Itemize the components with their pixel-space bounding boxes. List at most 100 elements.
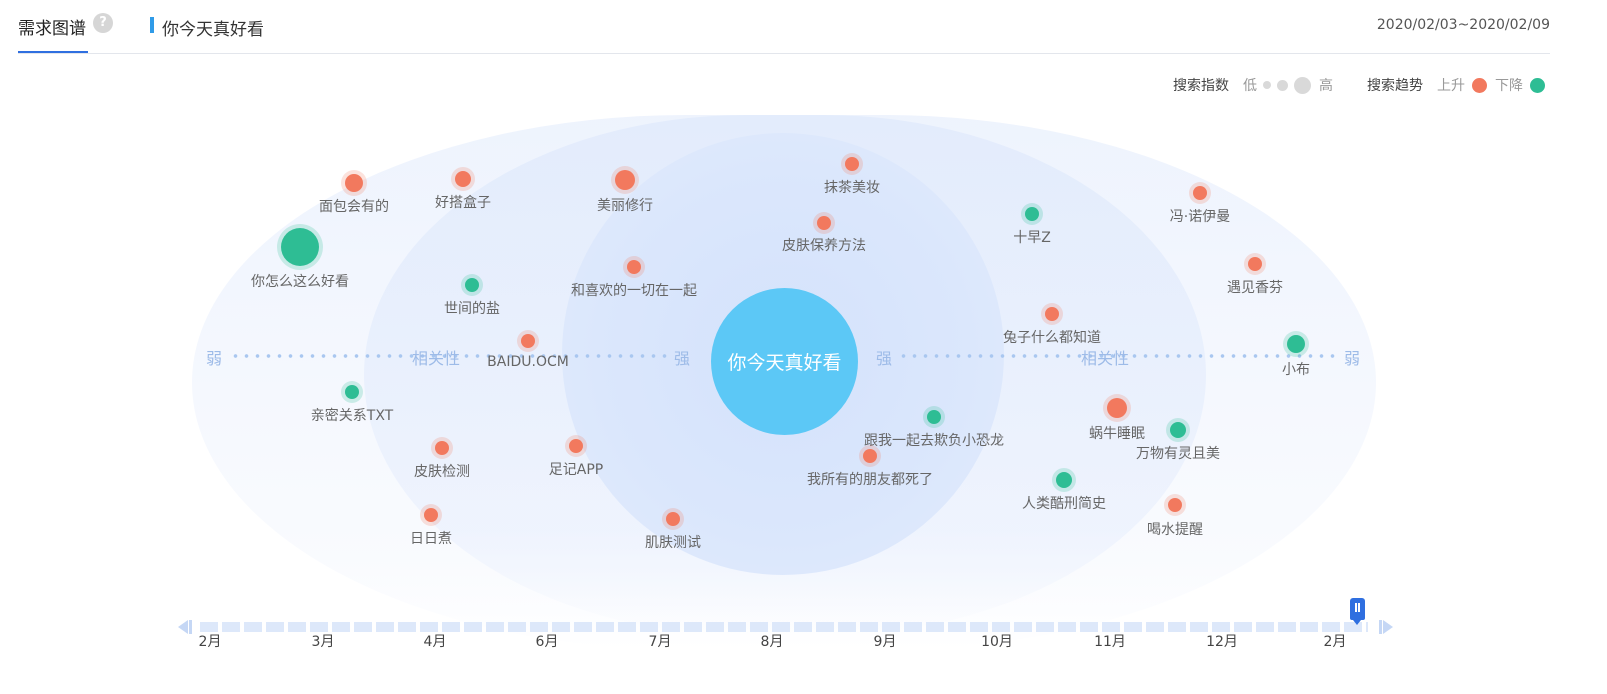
timeline-month-label: 3月: [311, 634, 335, 650]
node-label[interactable]: 冯·诺伊曼: [1169, 209, 1231, 225]
node-dot-falling[interactable]: [1287, 335, 1305, 353]
node-dot-rising[interactable]: [455, 171, 471, 187]
keyword-title: 你今天真好看: [162, 20, 264, 40]
node-dot-falling[interactable]: [1025, 207, 1039, 221]
axis-relevance-right: 相关性: [1081, 349, 1130, 368]
node-label[interactable]: 日日煮: [410, 531, 452, 547]
node-dot-rising[interactable]: [521, 334, 535, 348]
tab-demand-map[interactable]: 需求图谱: [18, 19, 86, 39]
legend-low-label: 低: [1243, 78, 1257, 94]
node-dot-rising[interactable]: [1248, 257, 1262, 271]
node-label[interactable]: 蜗牛睡眠: [1089, 426, 1145, 442]
axis-relevance-left: 相关性: [412, 349, 461, 368]
node-label[interactable]: 美丽修行: [597, 198, 653, 214]
node-label[interactable]: 我所有的朋友都死了: [807, 472, 933, 488]
node-dot-rising[interactable]: [863, 449, 877, 463]
legend-down-label: 下降: [1495, 78, 1523, 94]
node-label[interactable]: 人类酷刑简史: [1022, 496, 1106, 512]
node-label[interactable]: 面包会有的: [319, 199, 389, 215]
node-dot-rising[interactable]: [424, 508, 438, 522]
timeline-month-label: 10月: [981, 634, 1013, 650]
node-label[interactable]: 抹茶美妆: [824, 180, 880, 196]
timeline-month-label: 8月: [760, 634, 784, 650]
node-label[interactable]: 遇见香芬: [1227, 280, 1283, 296]
node-dot-rising[interactable]: [1168, 498, 1182, 512]
node-label[interactable]: 亲密关系TXT: [310, 408, 394, 424]
timeline-month-label: 6月: [535, 634, 559, 650]
timeline-month-label: 2月: [198, 634, 222, 650]
node-label[interactable]: 和喜欢的一切在一起: [571, 283, 697, 299]
node-dot-rising[interactable]: [1045, 307, 1059, 321]
axis-weak-left: 弱: [206, 349, 223, 368]
timeline-next-arrow-icon[interactable]: [1383, 620, 1393, 634]
axis-strong-left: 强: [674, 349, 691, 368]
timeline-month-label: 11月: [1094, 634, 1126, 650]
node-label[interactable]: 肌肤测试: [645, 535, 701, 551]
trend-down-icon: [1530, 77, 1545, 93]
active-tab-indicator: [18, 51, 88, 54]
node-dot-rising[interactable]: [1193, 186, 1207, 200]
timeline-month-label: 2月: [1323, 634, 1347, 650]
handle-grip-icon: [1355, 603, 1357, 612]
node-dot-falling[interactable]: [345, 385, 359, 399]
timeline-month-label: 7月: [648, 634, 672, 650]
node-label[interactable]: 皮肤检测: [414, 464, 470, 480]
node-dot-falling[interactable]: [1170, 422, 1186, 438]
node-dot-rising[interactable]: [435, 441, 449, 455]
handle-grip-icon: [1358, 603, 1360, 612]
node-dot-rising[interactable]: [345, 174, 363, 192]
timeline-left-bar: [189, 620, 192, 634]
timeline-handle[interactable]: [1350, 598, 1365, 625]
size-medium-icon: [1277, 79, 1288, 91]
node-label[interactable]: 皮肤保养方法: [782, 238, 866, 254]
header-bar: 需求图谱 ? 你今天真好看 2020/02/03~2020/02/09: [0, 0, 1607, 56]
legend-search-trend: 搜索趋势 上升 下降: [1367, 74, 1545, 96]
node-dot-rising[interactable]: [817, 216, 831, 230]
relevance-axis-left: [230, 354, 670, 358]
legend-index-label: 搜索指数: [1173, 78, 1229, 94]
trend-up-icon: [1472, 77, 1487, 93]
node-dot-rising[interactable]: [627, 260, 641, 274]
size-large-icon: [1294, 76, 1311, 94]
header-divider: [18, 53, 1550, 54]
node-label[interactable]: 你怎么这么好看: [251, 274, 349, 290]
node-dot-falling[interactable]: [1056, 472, 1072, 488]
node-label[interactable]: 万物有灵且美: [1136, 446, 1220, 462]
center-keyword-label: 你今天真好看: [727, 352, 842, 374]
node-label[interactable]: 兔子什么都知道: [1003, 330, 1101, 346]
node-dot-falling[interactable]: [281, 228, 319, 266]
legend-search-index: 搜索指数 低 高: [1173, 74, 1333, 96]
timeline-prev-arrow-icon[interactable]: [178, 620, 188, 634]
node-dot-rising[interactable]: [615, 170, 635, 190]
timeline-track[interactable]: [200, 622, 1368, 632]
node-dot-falling[interactable]: [927, 410, 941, 424]
node-label[interactable]: 足记APP: [548, 462, 604, 478]
node-label[interactable]: 好搭盒子: [435, 195, 491, 211]
node-label[interactable]: 十早Z: [1013, 230, 1051, 246]
size-small-icon: [1263, 81, 1271, 89]
help-icon[interactable]: ?: [93, 13, 113, 33]
node-label[interactable]: 小布: [1282, 362, 1310, 378]
timeline-month-label: 4月: [423, 634, 447, 650]
node-dot-rising[interactable]: [1107, 398, 1127, 418]
node-dot-falling[interactable]: [465, 278, 479, 292]
axis-strong-right: 强: [876, 349, 893, 368]
legend-trend-label: 搜索趋势: [1367, 78, 1423, 94]
axis-weak-right: 弱: [1344, 349, 1361, 368]
node-label[interactable]: BAIDU.OCM: [487, 354, 569, 370]
node-label[interactable]: 跟我一起去欺负小恐龙: [864, 433, 1004, 449]
node-dot-rising[interactable]: [845, 157, 859, 171]
date-range: 2020/02/03~2020/02/09: [1376, 17, 1550, 33]
timeline-right-bar: [1379, 620, 1382, 634]
node-label[interactable]: 世间的盐: [444, 301, 500, 317]
center-keyword-node[interactable]: 你今天真好看: [711, 288, 858, 435]
legend-high-label: 高: [1319, 78, 1333, 94]
keyword-marker: [150, 17, 154, 33]
timeline-month-label: 9月: [873, 634, 897, 650]
node-label[interactable]: 喝水提醒: [1147, 522, 1203, 538]
relevance-axis-right: [898, 354, 1338, 358]
node-dot-rising[interactable]: [569, 439, 583, 453]
node-dot-rising[interactable]: [666, 512, 680, 526]
time-slider[interactable]: 2月 3月 4月 6月 7月 8月 9月 10月 11月 12月 2月: [178, 598, 1393, 654]
